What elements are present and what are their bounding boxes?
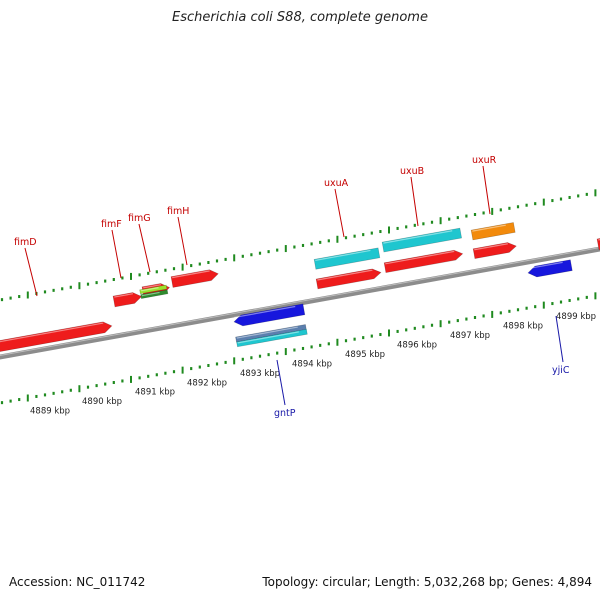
uxuR-orange-bar-shine <box>472 224 506 232</box>
genome-summary-text: Topology: circular; Length: 5,032,268 bp… <box>262 575 592 589</box>
fimD-gene-arrow-shape <box>0 321 113 356</box>
gntP-label: gntP <box>274 408 296 419</box>
fimD-gene-arrow-shine <box>0 322 104 346</box>
fimG-lime-bar-shine <box>140 287 159 292</box>
uxuR-gene-arrow-shape <box>472 242 517 259</box>
fimF-gene-arrow-shape <box>112 292 143 308</box>
uxuB-label: uxuB <box>400 166 424 177</box>
fimG-leader-line <box>138 223 151 273</box>
fimH-label: fimH <box>167 206 189 217</box>
yjiC-label: yjiC <box>552 365 570 376</box>
fimF-label: fimF <box>101 219 122 230</box>
axis-label-4897: 4897 kbp <box>450 331 490 341</box>
backbone-highlight <box>0 246 600 357</box>
axis-label-4895: 4895 kbp <box>345 350 385 360</box>
uxuR-gene-arrow-shine <box>474 243 508 251</box>
axis-label-4889: 4889 kbp <box>30 407 70 417</box>
axis-label-4898: 4898 kbp <box>503 321 543 331</box>
backbone-line <box>0 246 600 360</box>
fimD-label: fimD <box>14 237 37 248</box>
axis-label-4893: 4893 kbp <box>240 369 280 379</box>
yjiC-leader-line <box>555 315 564 363</box>
fimG-gene-arrow-shine <box>143 284 162 289</box>
gntP-steel-bar-shine <box>236 326 298 339</box>
axis-label-4894: 4894 kbp <box>292 359 332 369</box>
uxuB-gene-arrow-shape <box>383 249 464 273</box>
yjiC-gene-arrow-shine <box>528 261 563 270</box>
accession-text: Accession: NC_011742 <box>9 575 146 589</box>
fimF-gene-arrow <box>112 292 143 308</box>
bottom-tick-track <box>0 292 597 405</box>
axis-label-4891: 4891 kbp <box>135 388 175 398</box>
uxuB-gene-arrow-shine <box>385 250 455 265</box>
uxuA-cyan-bar-shape <box>313 247 381 270</box>
uxuR-orange-bar <box>470 222 516 241</box>
uxuB-leader-line <box>410 176 419 227</box>
gntP-leader-line <box>276 359 286 406</box>
uxuA-cyan-bar <box>313 247 381 270</box>
uxuA-leader-line <box>334 188 345 238</box>
axis-label-4896: 4896 kbp <box>397 341 437 351</box>
axis-label-4892: 4892 kbp <box>187 378 227 388</box>
uxuA-cyan-bar-shine <box>315 249 371 261</box>
fimH-gene-arrow <box>170 269 219 288</box>
gntP-cyan-bar <box>236 328 308 348</box>
fimD-leader-line <box>24 247 38 297</box>
gene-features <box>0 222 600 356</box>
fimF-leader-line <box>111 229 122 279</box>
fimD-gene-arrow <box>0 321 113 356</box>
gntP-gene-arrow <box>233 303 306 327</box>
uxuA-label: uxuA <box>324 178 349 189</box>
fimG-label: fimG <box>128 213 151 224</box>
edge-gene-fragment-shine <box>598 238 600 241</box>
genome-backbone <box>0 246 600 360</box>
yjiC-gene-arrow <box>527 259 573 278</box>
gntP-gene-arrow-shine <box>234 305 296 319</box>
map-title: Escherichia coli S88, complete genome <box>172 10 428 25</box>
uxuB-cyan-bar <box>381 227 462 253</box>
axis-label-4899: 4899 kbp <box>556 312 596 322</box>
gntP-cyan-bar-shape <box>236 328 308 348</box>
fimH-leader-line <box>177 216 188 266</box>
fimG-green-bar <box>140 289 169 299</box>
gntP-cyan-bar-shine <box>237 331 299 344</box>
axis-label-4890: 4890 kbp <box>82 397 122 407</box>
fimG-lime-bar-shape <box>139 284 168 295</box>
gntP-gene-arrow-shape <box>233 303 306 327</box>
uxuB-gene-arrow <box>383 249 464 273</box>
uxuR-orange-bar-shape <box>470 222 516 241</box>
uxuA-gene-arrow-shine <box>317 269 373 281</box>
fimH-gene-arrow-shape <box>170 269 219 288</box>
fimF-gene-arrow-shine <box>114 293 134 298</box>
fimG-lime-bar <box>139 284 168 295</box>
yjiC-gene-arrow-shape <box>527 259 573 278</box>
uxuR-gene-arrow <box>472 242 517 259</box>
uxuA-gene-arrow-shape <box>315 268 382 290</box>
uxuB-cyan-bar-shine <box>383 230 453 244</box>
gene-labels: fimD fimF fimG fimH uxuA uxuB uxuR gntP yjiC <box>14 155 570 419</box>
fimH-gene-arrow-shine <box>172 270 210 279</box>
fimG-green-bar-shine <box>141 291 160 297</box>
top-tick-track <box>0 189 597 302</box>
uxuR-leader-line <box>482 165 491 215</box>
axis-labels: 4889 kbp 4890 kbp 4891 kbp 4892 kbp 4893 kbp… <box>30 312 596 417</box>
fimG-green-bar-shape <box>140 289 169 299</box>
uxuR-label: uxuR <box>472 155 497 166</box>
uxuB-cyan-bar-shape <box>381 227 462 253</box>
uxuA-gene-arrow <box>315 268 382 290</box>
